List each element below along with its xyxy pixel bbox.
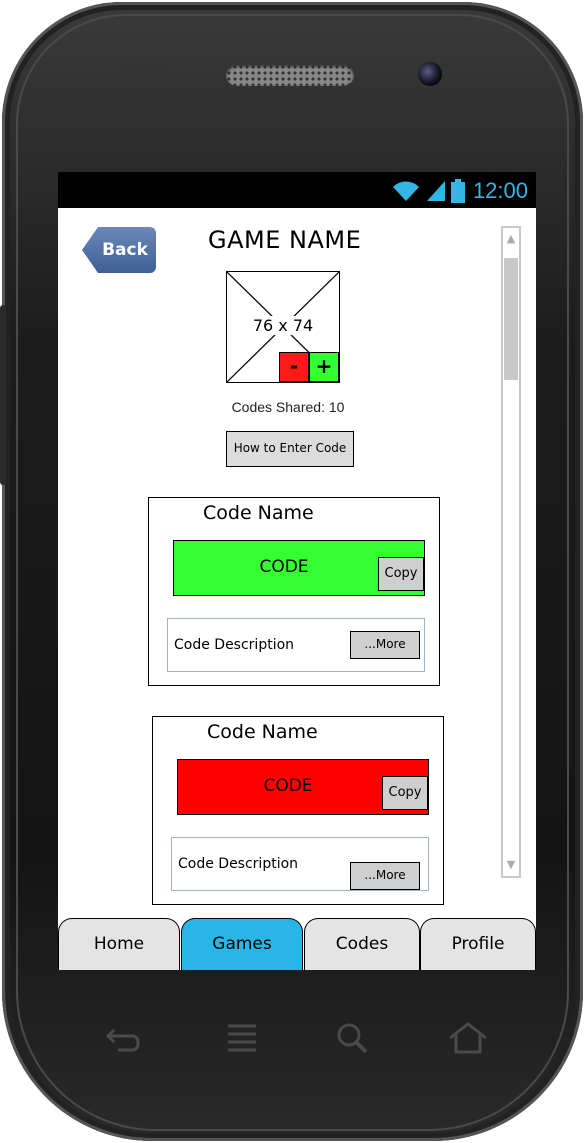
code-description-box: Code Description ...More (167, 618, 425, 672)
page-title: GAME NAME (208, 226, 362, 254)
code-display: CODE Copy (173, 540, 425, 596)
status-icons: 12:00 (391, 178, 528, 204)
code-value: CODE (263, 776, 313, 796)
wifi-icon (392, 181, 419, 201)
front-camera-icon (416, 60, 444, 88)
back-arrow-icon[interactable] (104, 1018, 144, 1058)
menu-icon[interactable] (222, 1018, 262, 1058)
phone-rim (16, 14, 569, 1131)
codes-shared-count: Codes Shared: 10 (231, 399, 345, 415)
zoom-plus-button[interactable]: + (309, 352, 339, 382)
code-display: CODE Copy (177, 759, 429, 815)
tab-home[interactable]: Home (58, 918, 180, 970)
scroll-thumb[interactable] (504, 258, 518, 380)
back-button[interactable]: Back (82, 227, 156, 273)
game-image-placeholder: 76 x 74 - + (226, 271, 340, 383)
signal-icon (426, 181, 445, 201)
side-volume-key (0, 305, 6, 485)
screen: 12:00 Back GAME NAME 76 x 74 - + Codes S… (58, 172, 536, 970)
tab-codes[interactable]: Codes (304, 918, 420, 970)
how-to-enter-code-button[interactable]: How to Enter Code (226, 431, 354, 467)
code-card: Code Name CODE Copy Code Description ...… (148, 497, 440, 686)
code-value: CODE (259, 557, 309, 577)
earpiece-speaker (226, 64, 354, 86)
proximity-sensor (126, 68, 144, 82)
code-description: Code Description (174, 637, 295, 653)
tab-profile[interactable]: Profile (420, 918, 536, 970)
light-sensor (148, 68, 166, 82)
zoom-minus-button[interactable]: - (279, 352, 309, 382)
code-description-box: Code Description ...More (171, 837, 429, 891)
vertical-scrollbar[interactable]: ▲ ▼ (501, 226, 521, 878)
status-time: 12:00 (472, 178, 528, 203)
code-name: Code Name (207, 721, 318, 743)
more-button[interactable]: ...More (350, 862, 420, 890)
search-icon[interactable] (332, 1018, 372, 1058)
scroll-up-icon[interactable]: ▲ (506, 232, 516, 245)
bottom-tab-bar: Home Games Codes Profile (58, 918, 536, 970)
copy-button[interactable]: Copy (382, 776, 428, 810)
code-name: Code Name (203, 502, 314, 524)
more-button[interactable]: ...More (350, 631, 420, 659)
code-description: Code Description (178, 856, 299, 872)
battery-icon (450, 179, 465, 203)
tab-games[interactable]: Games (181, 918, 303, 970)
copy-button[interactable]: Copy (378, 557, 424, 591)
content-area: Back GAME NAME 76 x 74 - + Codes Shared:… (58, 208, 536, 918)
status-bar: 12:00 (58, 172, 536, 208)
scroll-down-icon[interactable]: ▼ (506, 858, 516, 871)
image-size-label: 76 x 74 (250, 316, 316, 335)
code-card: Code Name CODE Copy Code Description ...… (152, 716, 444, 905)
home-icon[interactable] (446, 1018, 487, 1058)
